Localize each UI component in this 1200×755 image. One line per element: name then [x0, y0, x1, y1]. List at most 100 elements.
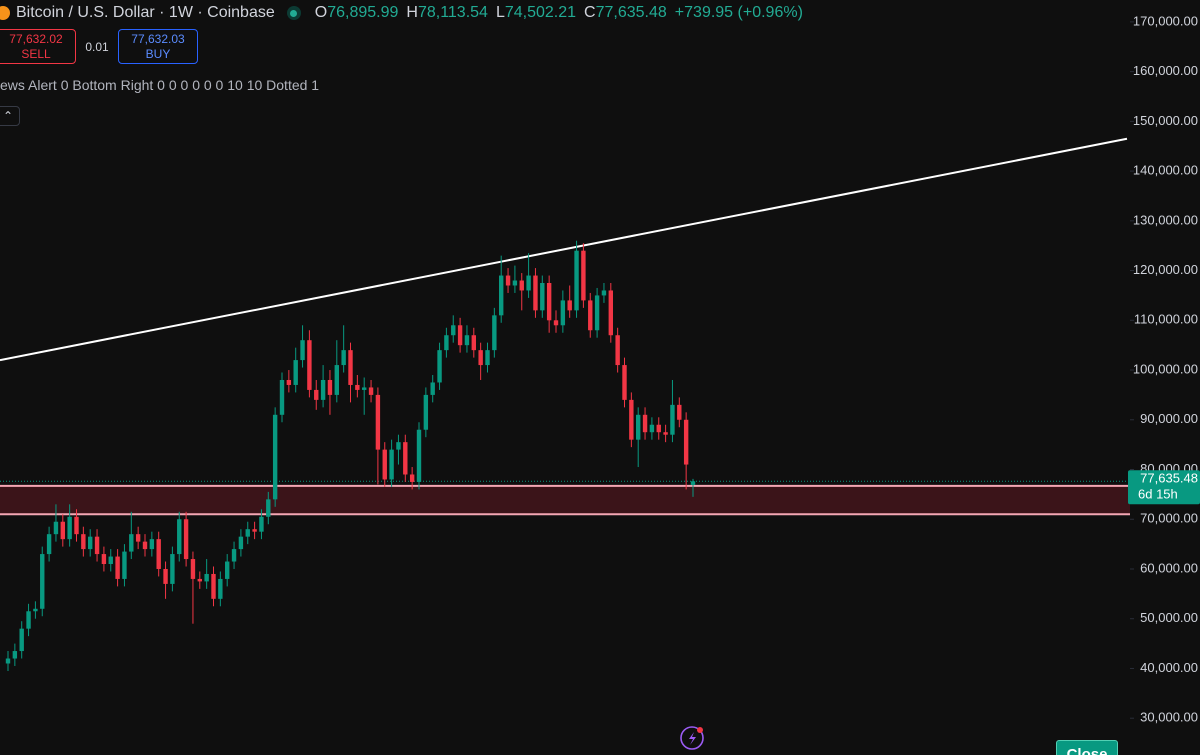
btc-icon [0, 6, 10, 20]
candle-body [348, 350, 353, 385]
candle-body [505, 275, 511, 286]
candle-body [320, 379, 326, 400]
trendline [0, 137, 1128, 362]
candle-body [300, 340, 305, 361]
candle-body [444, 335, 449, 351]
candle-body [355, 384, 360, 390]
candle-body [129, 534, 134, 552]
candle-body [375, 394, 381, 450]
candle-body [368, 387, 374, 395]
y-tick-label: 140,000.00 [1133, 163, 1198, 178]
candle-body [60, 521, 65, 540]
ohlc-label: O [314, 4, 328, 21]
candle-body [122, 551, 127, 579]
candle-body [519, 280, 524, 291]
y-tick-label: 60,000.00 [1140, 560, 1198, 575]
candle-body [149, 539, 155, 550]
candle-body [101, 554, 107, 565]
candle-body [26, 611, 31, 629]
candle-body [622, 365, 627, 400]
candle-body [471, 335, 476, 351]
candle-body [33, 608, 38, 612]
buy-price: 77,632.03 [131, 31, 185, 46]
ohlc-value: 77,635.48 [595, 4, 667, 21]
candle-body [601, 290, 607, 296]
candle-body [272, 414, 278, 500]
candle-body [629, 399, 634, 440]
close-button[interactable]: Close [1056, 740, 1118, 755]
collapse-toggle[interactable]: ⌃ [0, 106, 20, 126]
candle-body [485, 350, 490, 366]
candle-body [204, 573, 209, 582]
candle-body [670, 404, 675, 435]
trade-panel: 77,632.02 SELL 0.01 77,632.03 BUY [0, 29, 198, 64]
candle-body [314, 389, 319, 400]
candle-body [663, 432, 668, 435]
ohlc-value: 78,113.54 [417, 4, 488, 21]
buy-label: BUY [145, 46, 171, 61]
candle-body [362, 387, 367, 390]
candle-body [457, 325, 463, 346]
candle-body [327, 379, 333, 395]
candle-body [286, 379, 292, 385]
candle-body [533, 275, 538, 311]
candle-body [279, 379, 285, 415]
ohlc-value: 76,895.99 [327, 4, 399, 21]
candle-body [108, 556, 113, 565]
candle-body [499, 275, 504, 316]
candle-body [334, 365, 339, 395]
candle-body [135, 534, 141, 542]
candle-body [416, 429, 422, 482]
last-price-label: 77,635.48 [1140, 471, 1198, 486]
candle-body [225, 561, 230, 579]
y-tick-label: 170,000.00 [1133, 13, 1198, 28]
candle-body [683, 419, 689, 465]
y-tick-label: 120,000.00 [1133, 262, 1198, 277]
assistant-icon [680, 726, 704, 750]
candle-body [170, 554, 175, 584]
candle-body [341, 350, 346, 366]
y-tick-label: 110,000.00 [1134, 312, 1198, 327]
candle-body [252, 529, 257, 532]
y-tick-label: 90,000.00 [1140, 411, 1198, 426]
candle-body [74, 516, 79, 535]
y-tick-label: 100,000.00 [1133, 361, 1198, 376]
ohlc-label: C [584, 4, 596, 21]
y-tick-label: 130,000.00 [1133, 212, 1198, 227]
candle-body [690, 481, 696, 485]
candle-body [526, 275, 531, 291]
candle-body [581, 250, 586, 301]
quantity: 0.01 [85, 39, 109, 54]
candle-body [245, 529, 250, 537]
candle-body [546, 283, 552, 321]
sell-button[interactable]: 77,632.02 SELL [0, 29, 76, 64]
candle-body [238, 536, 244, 550]
candle-body [183, 519, 189, 560]
buy-button[interactable]: 77,632.03 BUY [118, 29, 198, 64]
candle-body [67, 516, 72, 540]
y-tick-label: 150,000.00 [1133, 113, 1198, 128]
candle-body [492, 315, 497, 351]
candle-body [677, 404, 682, 420]
candle-body [430, 382, 435, 395]
candle-body [451, 325, 456, 336]
candle-body [259, 516, 264, 532]
candle-body [594, 295, 600, 331]
candle-body [163, 568, 168, 584]
market-status [286, 6, 301, 20]
candle-body [409, 474, 415, 482]
sell-price: 77,632.02 [9, 31, 63, 46]
candle-body [115, 556, 120, 579]
candle-body [197, 578, 202, 582]
candle-body [615, 335, 620, 366]
candle-body [382, 449, 387, 480]
y-tick-label: 160,000.00 [1133, 63, 1198, 78]
zone [0, 485, 1130, 515]
candle-body [19, 628, 24, 652]
indicator-legend: ews Alert 0 Bottom Right 0 0 0 0 0 0 10 … [0, 77, 320, 93]
candle-body [266, 499, 271, 517]
candle-body [437, 350, 442, 383]
symbol-title: Bitcoin / U.S. Dollar · 1W · Coinbase [16, 4, 275, 21]
candle-body [156, 539, 161, 569]
